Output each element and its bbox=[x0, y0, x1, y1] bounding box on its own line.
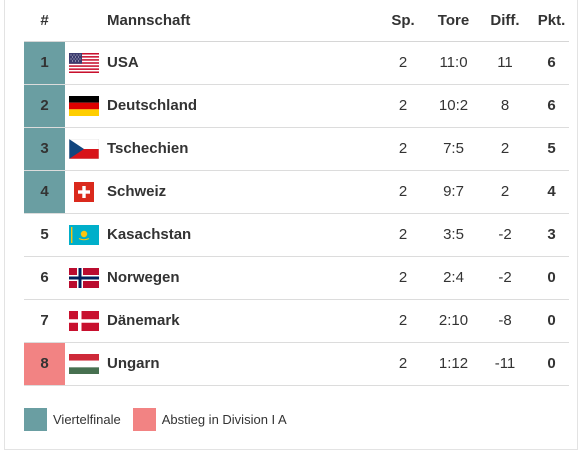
diff-cell: 2 bbox=[476, 170, 534, 214]
goals-cell: 10:2 bbox=[431, 84, 476, 128]
legend-item-abstieg: Abstieg in Division I A bbox=[132, 408, 287, 431]
points-cell: 0 bbox=[534, 299, 569, 343]
denmark-flag-icon bbox=[69, 310, 99, 331]
team-name: Kasachstan bbox=[105, 213, 375, 257]
legend: Viertelfinale Abstieg in Division I A bbox=[24, 408, 299, 431]
games-cell: 2 bbox=[375, 127, 431, 171]
rank-cell: 1 bbox=[24, 41, 65, 85]
header-team: Mannschaft bbox=[105, 0, 375, 42]
flag-cell bbox=[65, 299, 105, 343]
flag-cell bbox=[65, 127, 105, 171]
games-cell: 2 bbox=[375, 170, 431, 214]
team-name: USA bbox=[105, 41, 375, 85]
rank-cell: 8 bbox=[24, 342, 65, 386]
table-row: 6 Norwegen 2 2:4 -2 0 bbox=[24, 256, 569, 300]
header-games: Sp. bbox=[375, 0, 431, 42]
legend-item-viertelfinale: Viertelfinale bbox=[24, 408, 121, 431]
team-name: Tschechien bbox=[105, 127, 375, 171]
goals-cell: 2:4 bbox=[431, 256, 476, 300]
games-cell: 2 bbox=[375, 256, 431, 300]
team-name: Schweiz bbox=[105, 170, 375, 214]
table-row: 5 Kasachstan 2 3:5 -2 3 bbox=[24, 213, 569, 257]
points-cell: 0 bbox=[534, 256, 569, 300]
norway-flag-icon bbox=[69, 267, 99, 288]
kazakhstan-flag-icon bbox=[69, 224, 99, 245]
usa-flag-icon bbox=[69, 52, 99, 73]
games-cell: 2 bbox=[375, 41, 431, 85]
goals-cell: 3:5 bbox=[431, 213, 476, 257]
flag-cell bbox=[65, 170, 105, 214]
table-row: 1 bbox=[24, 41, 569, 85]
goals-cell: 11:0 bbox=[431, 41, 476, 85]
rank-cell: 3 bbox=[24, 127, 65, 171]
standings-card: # Mannschaft Sp. Tore Diff. Pkt. 1 bbox=[4, 0, 578, 450]
header-goals: Tore bbox=[431, 0, 476, 42]
goals-cell: 1:12 bbox=[431, 342, 476, 386]
games-cell: 2 bbox=[375, 299, 431, 343]
team-name: Ungarn bbox=[105, 342, 375, 386]
switzerland-flag-icon bbox=[74, 181, 94, 202]
team-name: Norwegen bbox=[105, 256, 375, 300]
diff-cell: -8 bbox=[476, 299, 534, 343]
points-cell: 6 bbox=[534, 84, 569, 128]
standings-table: # Mannschaft Sp. Tore Diff. Pkt. 1 bbox=[24, 0, 569, 386]
rank-cell: 6 bbox=[24, 256, 65, 300]
points-cell: 5 bbox=[534, 127, 569, 171]
rank-cell: 4 bbox=[24, 170, 65, 214]
table-row: 3 Tschechien 2 7:5 2 5 bbox=[24, 127, 569, 171]
legend-label-viertelfinale: Viertelfinale bbox=[53, 412, 121, 427]
diff-cell: -2 bbox=[476, 256, 534, 300]
table-row: 7 Dänemark 2 2:10 -8 0 bbox=[24, 299, 569, 343]
flag-cell bbox=[65, 41, 105, 85]
header-diff: Diff. bbox=[476, 0, 534, 42]
flag-cell bbox=[65, 84, 105, 128]
points-cell: 6 bbox=[534, 41, 569, 85]
rank-cell: 7 bbox=[24, 299, 65, 343]
diff-cell: -11 bbox=[476, 342, 534, 386]
legend-label-abstieg: Abstieg in Division I A bbox=[161, 412, 287, 427]
germany-flag-icon bbox=[69, 95, 99, 116]
team-name: Dänemark bbox=[105, 299, 375, 343]
goals-cell: 2:10 bbox=[431, 299, 476, 343]
points-cell: 3 bbox=[534, 213, 569, 257]
rank-cell: 5 bbox=[24, 213, 65, 257]
legend-swatch-viertelfinale bbox=[24, 408, 47, 431]
header-points: Pkt. bbox=[534, 0, 569, 42]
points-cell: 0 bbox=[534, 342, 569, 386]
table-row: 4 Schweiz 2 9:7 2 4 bbox=[24, 170, 569, 214]
flag-cell bbox=[65, 213, 105, 257]
games-cell: 2 bbox=[375, 84, 431, 128]
table-row: 8 Ungarn 2 1:12 -11 0 bbox=[24, 342, 569, 386]
header-flag bbox=[65, 0, 105, 42]
diff-cell: -2 bbox=[476, 213, 534, 257]
hungary-flag-icon bbox=[69, 353, 99, 374]
header-rank: # bbox=[24, 0, 65, 42]
goals-cell: 7:5 bbox=[431, 127, 476, 171]
diff-cell: 2 bbox=[476, 127, 534, 171]
games-cell: 2 bbox=[375, 342, 431, 386]
flag-cell bbox=[65, 256, 105, 300]
diff-cell: 11 bbox=[476, 41, 534, 85]
flag-cell bbox=[65, 342, 105, 386]
games-cell: 2 bbox=[375, 213, 431, 257]
points-cell: 4 bbox=[534, 170, 569, 214]
diff-cell: 8 bbox=[476, 84, 534, 128]
table-row: 2 Deutschland 2 10:2 8 6 bbox=[24, 84, 569, 128]
legend-swatch-abstieg bbox=[132, 408, 156, 431]
czech-flag-icon bbox=[69, 138, 99, 159]
goals-cell: 9:7 bbox=[431, 170, 476, 214]
rank-cell: 2 bbox=[24, 84, 65, 128]
table-header-row: # Mannschaft Sp. Tore Diff. Pkt. bbox=[24, 0, 569, 42]
team-name: Deutschland bbox=[105, 84, 375, 128]
